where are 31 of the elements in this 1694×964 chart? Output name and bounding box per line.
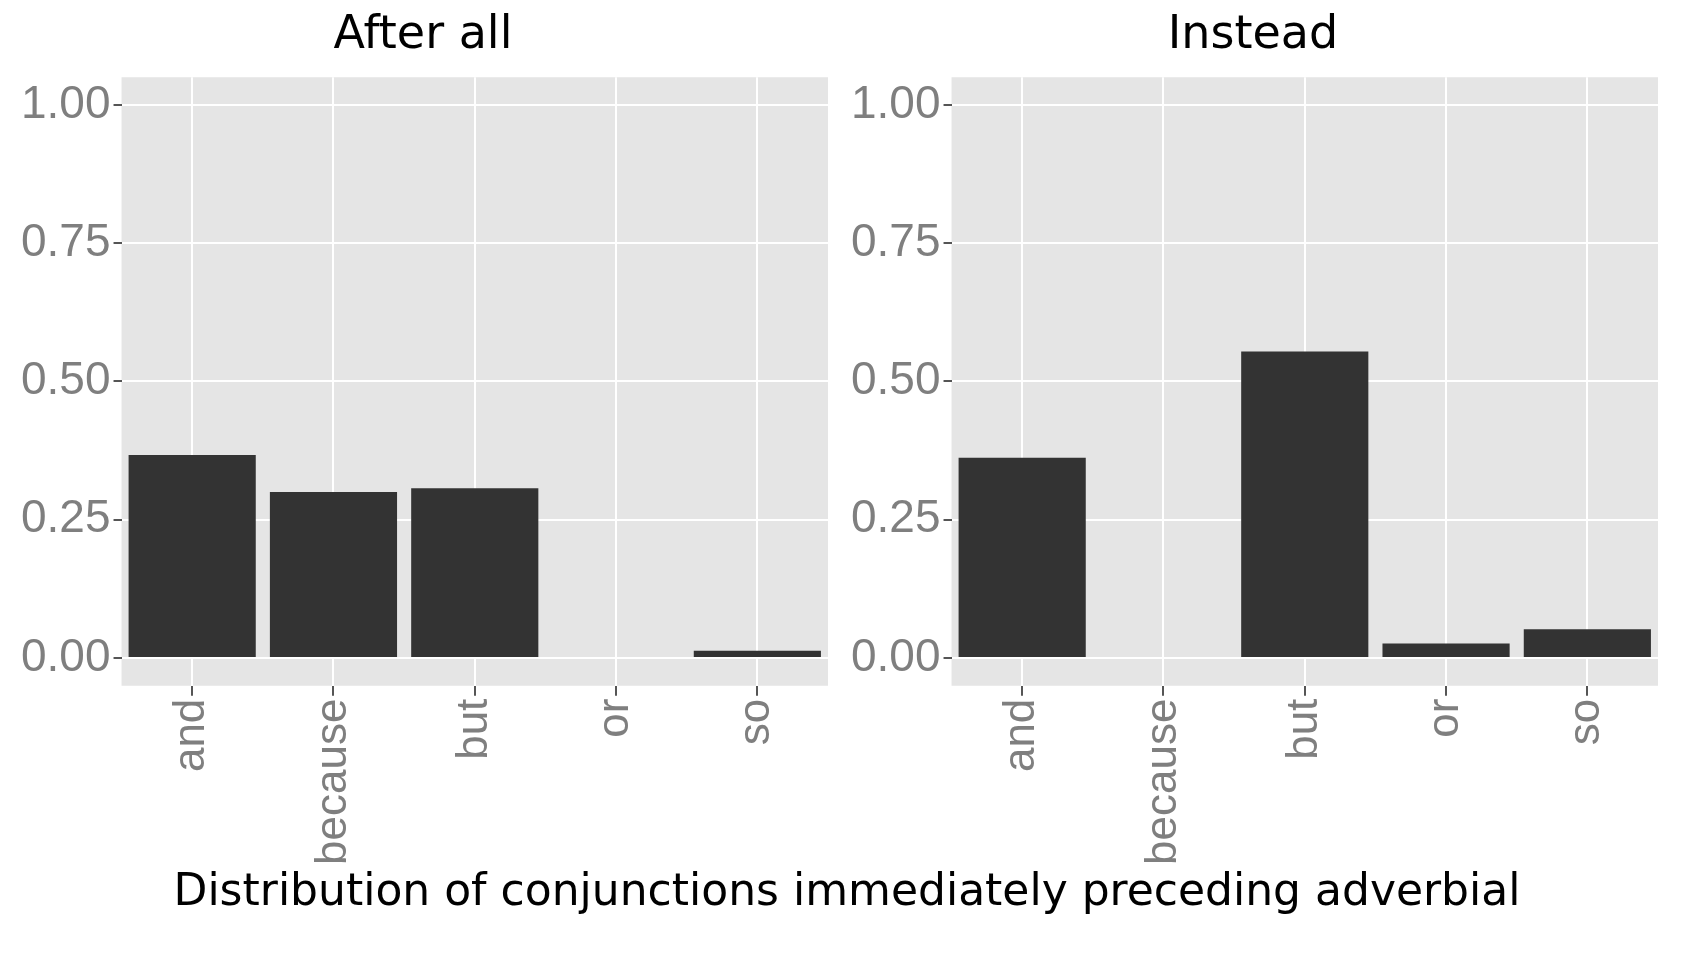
x-tick-label: because [1135,698,1185,866]
x-tick-label: and [164,698,214,773]
bar [958,457,1086,657]
y-tick-label: 0.50 [851,352,941,405]
x-tick-label: so [729,698,779,746]
x-tick-label: so [1559,698,1609,746]
bar [411,488,539,657]
y-tick-label: 0.25 [21,490,111,543]
y-tick-label: 0.00 [851,628,941,681]
x-tick-label: or [1418,698,1468,738]
bar [1523,629,1651,657]
y-tick-label: 0.50 [21,352,111,405]
y-tick-label: 1.00 [21,75,111,128]
y-tick-label: 0.00 [21,628,111,681]
x-tick-label: but [1276,698,1326,760]
bar [1241,351,1369,657]
bar [128,454,256,657]
x-tick-label: but [446,698,496,760]
x-tick-label: because [305,698,355,866]
bar [693,650,821,657]
chart-title: After all [333,4,513,59]
bar [269,492,398,657]
chart-title: Instead [1167,4,1339,59]
x-tick-label: and [994,698,1044,773]
y-tick-label: 1.00 [851,75,941,128]
y-tick-label: 0.25 [851,490,941,543]
text: Distribution of conjunctions immediately preceding adverbial [172,864,1522,915]
y-tick-label: 0.75 [21,213,111,266]
y-tick-label: 0.75 [851,213,941,266]
x-tick-label: or [588,698,638,738]
bar [1382,643,1510,657]
